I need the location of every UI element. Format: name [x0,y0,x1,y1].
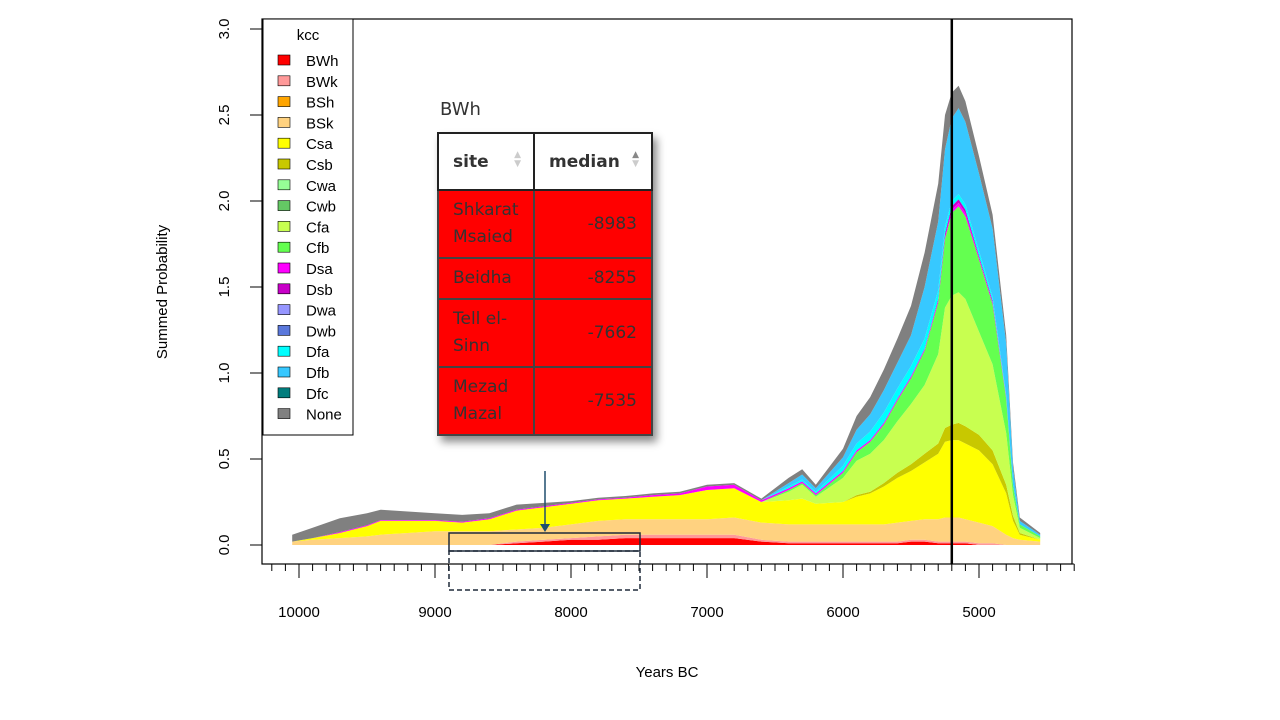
legend-swatch-Cwa [277,179,291,191]
legend-swatch-Cfb [277,241,291,253]
cell-site: Tell el-Sinn [437,298,535,368]
legend-swatch-Dsa [277,262,291,274]
area-Cfb [292,206,1041,542]
cell-median: -7662 [533,298,653,368]
legend-swatch-Dwb [277,325,291,336]
legend-title: kcc [297,27,320,44]
y-tick-label: 2.5 [216,105,233,126]
x-tick-label: 7000 [690,604,723,621]
legend-label-Dfb: Dfb [306,365,329,382]
y-axis: 0.0 0.5 1.0 1.5 2.0 2.5 3.0 [216,19,263,556]
cell-median: -7535 [533,366,653,436]
legend-label-Cfb: Cfb [306,240,329,257]
y-tick-label: 1.5 [216,277,233,298]
cell-site: Shkarat Msaied [437,189,535,259]
legend-swatch-Cwb [277,200,291,211]
sort-down-icon: ▼ [514,159,521,169]
sort-up-icon: ▲ [632,150,639,160]
x-axis-label: Years BC [636,664,699,681]
table-row[interactable]: Shkarat Msaied -8983 [437,189,653,259]
area-Dfa [292,194,1041,542]
legend-label-Dsb: Dsb [306,282,333,299]
column-header-median[interactable]: median ▲ ▼ [533,132,653,191]
table-row[interactable]: Mezad Mazal -7535 [437,366,653,436]
legend-label-Cwb: Cwb [306,199,336,216]
area-Csb [292,422,1041,542]
table-row[interactable]: Beidha -8255 [437,257,653,300]
column-header-median-label: median [549,151,620,172]
x-tick-label: 10000 [278,604,320,621]
y-tick-label: 2.0 [216,191,233,212]
y-tick-label: 3.0 [216,19,233,40]
site-table: site ▲ ▼ median ▲ ▼ Shkarat Msaied -8983… [437,132,653,436]
sort-down-icon: ▼ [632,159,639,169]
sort-icon[interactable]: ▲ ▼ [514,151,521,169]
legend-swatch-Csa [277,137,291,149]
legend-label-BWk: BWk [306,74,338,91]
legend-label-BSk: BSk [306,115,334,132]
sort-icon[interactable]: ▲ ▼ [632,151,639,169]
legend-label-None: None [306,407,342,424]
stacked-areas [292,85,1041,545]
area-None [292,85,1041,542]
legend-swatch-BSh [277,96,291,107]
x-tick-label: 5000 [962,604,995,621]
legend-label-Csb: Csb [306,157,333,174]
legend: kcc BWh BWk BSh BSk Csa Csb Cwa Cwb Cfa Cfb Dsa Dsb… [262,18,354,436]
area-Dsa [292,202,1041,542]
legend-swatch-Csb [277,158,291,170]
area-Cfa [292,292,1041,542]
cell-median: -8255 [533,257,653,300]
x-tick-label: 6000 [826,604,859,621]
legend-swatch-Cfa [277,221,291,232]
area-BWh [292,538,1041,545]
y-tick-label: 0.0 [216,535,233,556]
area-Dfb [292,108,1041,542]
legend-swatch-Dfc [277,387,291,399]
column-header-site-label: site [453,151,489,172]
legend-label-Dfc: Dfc [306,386,329,403]
pointer-arrowhead [540,524,550,532]
y-axis-label: Summed Probability [154,224,171,359]
legend-swatch-Dwa [277,304,291,315]
area-BSk [292,517,1041,545]
legend-swatch-Dfa [277,345,291,357]
legend-label-Dsa: Dsa [306,261,333,278]
cell-site: Mezad Mazal [437,366,535,436]
legend-swatch-Dsb [277,283,291,295]
table-title: BWh [440,99,481,120]
cell-median: -8983 [533,189,653,259]
cell-site: Beidha [437,257,535,300]
area-Csa [292,440,1041,542]
legend-label-Dfa: Dfa [306,344,330,361]
legend-swatch-None [277,408,291,419]
table-row[interactable]: Tell el-Sinn -7662 [437,298,653,368]
legend-label-Cwa: Cwa [306,178,337,195]
x-tick-label: 8000 [554,604,587,621]
column-header-site[interactable]: site ▲ ▼ [437,132,535,191]
x-tick-label: 9000 [418,604,451,621]
y-tick-label: 1.0 [216,363,233,384]
selection-box[interactable] [448,532,641,552]
legend-label-BSh: BSh [306,95,334,112]
legend-swatch-Dfb [277,366,291,378]
y-tick-label: 0.5 [216,449,233,470]
legend-swatch-BSk [277,117,291,128]
selection-zoom-box [448,550,641,591]
sort-up-icon: ▲ [514,150,521,160]
legend-label-Dwb: Dwb [306,323,336,340]
x-axis: 10000 9000 8000 7000 6000 5000 [271,563,1075,621]
legend-label-Csa: Csa [306,136,333,153]
legend-label-Cfa: Cfa [306,219,330,236]
legend-swatch-BWh [277,54,291,66]
legend-label-Dwa: Dwa [306,303,337,320]
legend-swatch-BWk [277,75,291,87]
area-BWk [292,534,1041,545]
legend-label-BWh: BWh [306,53,339,70]
